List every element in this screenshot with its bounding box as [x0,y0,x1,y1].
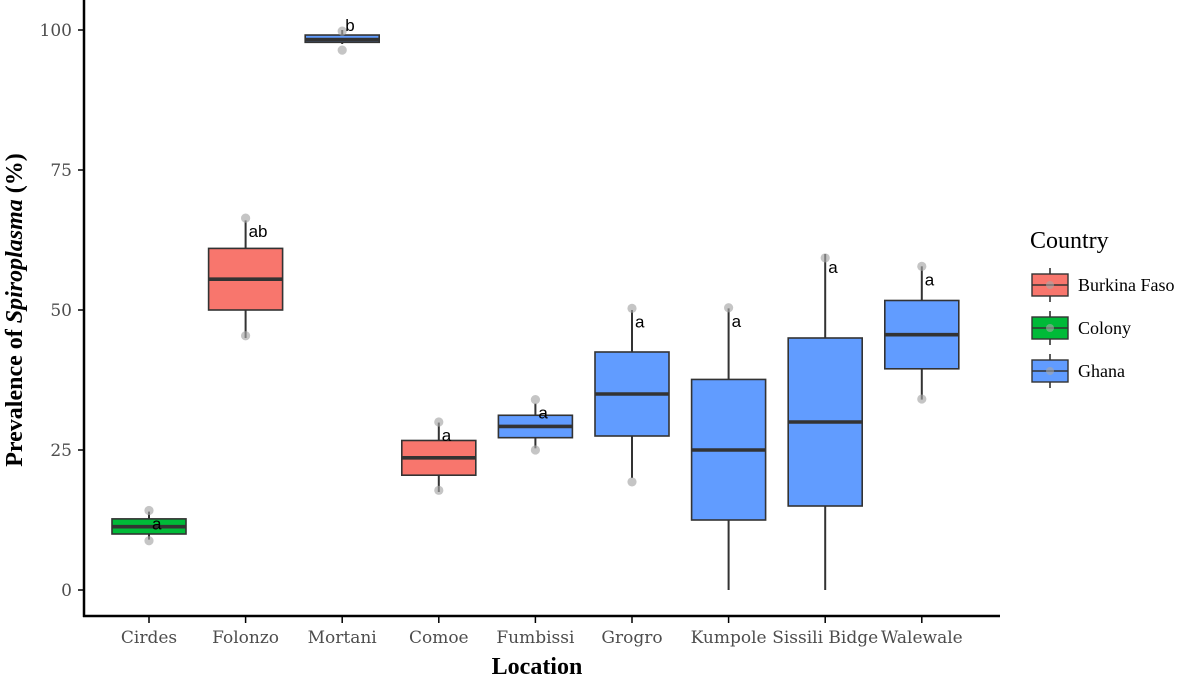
box-grogro: a [594,303,670,487]
box-sissili-bidge: a [787,253,864,590]
legend-label: Burkina Faso [1078,275,1175,295]
legend-label: Colony [1078,318,1131,338]
y-tick-label: 50 [50,301,72,321]
significance-label: b [345,16,354,35]
significance-label: ab [249,222,268,241]
y-axis-title-italic: Spiroplasma [2,199,28,323]
data-point [917,394,927,404]
legend-key-point [1046,367,1054,375]
y-axis-title: Prevalence of Spiroplasma (%) [2,153,28,467]
x-tick-label: Grogro [601,628,662,648]
data-point [820,253,830,263]
box-kumpole: a [690,303,767,590]
significance-label: a [635,312,645,331]
data-point [917,261,927,271]
legend-title: Country [1030,228,1109,254]
x-tick-label: Cirdes [121,628,177,648]
x-tick-label: Folonzo [212,628,279,648]
x-ticks: Cirdes Folonzo Mortani Comoe Fumbissi Grogro K… [121,617,963,648]
y-tick-label: 100 [40,21,72,41]
data-point [627,303,637,313]
data-point [530,395,541,405]
data-point [530,445,541,455]
box-cirdes: a [111,505,187,546]
x-tick-label: Fumbissi [496,628,575,648]
legend-key-point [1046,281,1054,289]
data-point [144,536,154,546]
data-point [337,45,347,55]
y-tick-label: 0 [61,581,72,601]
x-tick-label: Comoe [409,628,469,648]
legend: Country Burkina Faso Colony Ghana [1030,228,1175,388]
data-point [241,331,251,341]
significance-label: a [732,312,742,331]
legend-key-point [1046,324,1054,332]
y-ticks: 0 25 50 75 100 [40,21,84,601]
y-axis-title-suffix: (%) [2,153,28,199]
x-tick-label: Mortani [308,628,378,648]
legend-label: Ghana [1078,361,1125,381]
data-point [724,303,734,313]
box-fumbissi: a [497,395,574,455]
box-folonzo: ab [207,213,284,341]
y-tick-label: 75 [50,161,72,181]
significance-label: a [828,258,838,277]
significance-label: a [925,270,935,289]
significance-label: a [538,404,548,423]
data-point [627,477,637,487]
data-point [337,26,347,36]
x-tick-label: Kumpole [691,628,767,648]
box-walewale: a [883,261,960,404]
box-mortani: b [304,16,381,55]
plot-area: a ab b a a a a a a [111,16,960,590]
significance-label: a [152,514,162,533]
data-point [434,417,444,427]
x-axis-title: Location [492,654,583,678]
y-axis-title-prefix: Prevalence of [2,323,28,467]
y-tick-label: 25 [50,441,72,461]
data-point [144,505,154,516]
data-point [241,213,251,223]
x-tick-label: Walewale [881,628,963,648]
data-point [434,485,444,495]
box-comoe: a [400,417,477,495]
significance-label: a [442,426,452,445]
x-tick-label: Sissili Bidge [772,628,878,648]
